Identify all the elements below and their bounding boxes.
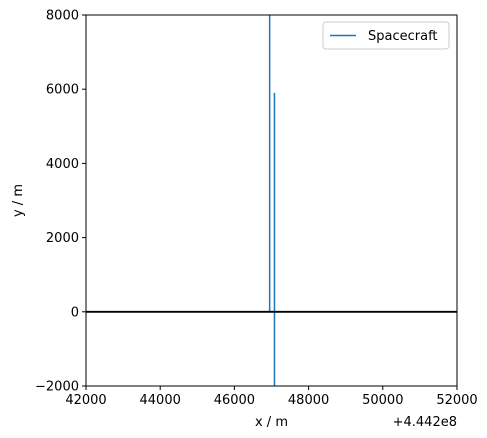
y-tick-label: 8000: [46, 9, 79, 24]
x-tick-label: 44000: [140, 393, 181, 408]
x-tick-label: 50000: [362, 393, 403, 408]
y-tick-label: 4000: [46, 157, 79, 172]
y-axis-label: y / m: [11, 184, 26, 217]
legend-label-spacecraft: Spacecraft: [368, 29, 438, 44]
y-tick-label: 2000: [46, 231, 79, 246]
plot-area: [86, 15, 457, 386]
series-line-spacecraft: [268, 15, 276, 386]
ticks-layer: 42000 44000 46000 48000 50000 52000 −2000 0 2000…: [35, 9, 478, 409]
x-offset-label: +4.442e8: [393, 415, 457, 430]
x-tick-label: 48000: [288, 393, 329, 408]
y-tick-label: 6000: [46, 83, 79, 98]
y-tick-label: 0: [71, 305, 79, 320]
axes-frame: [85, 14, 458, 387]
x-tick-label: 46000: [214, 393, 255, 408]
x-axis-label: x / m: [255, 415, 288, 430]
legend-frame: [322, 21, 450, 50]
x-tick-label: 52000: [436, 393, 477, 408]
x-tick-label: 42000: [65, 393, 106, 408]
y-tick-label: −2000: [35, 380, 79, 395]
legend: Spacecraft: [322, 21, 450, 50]
